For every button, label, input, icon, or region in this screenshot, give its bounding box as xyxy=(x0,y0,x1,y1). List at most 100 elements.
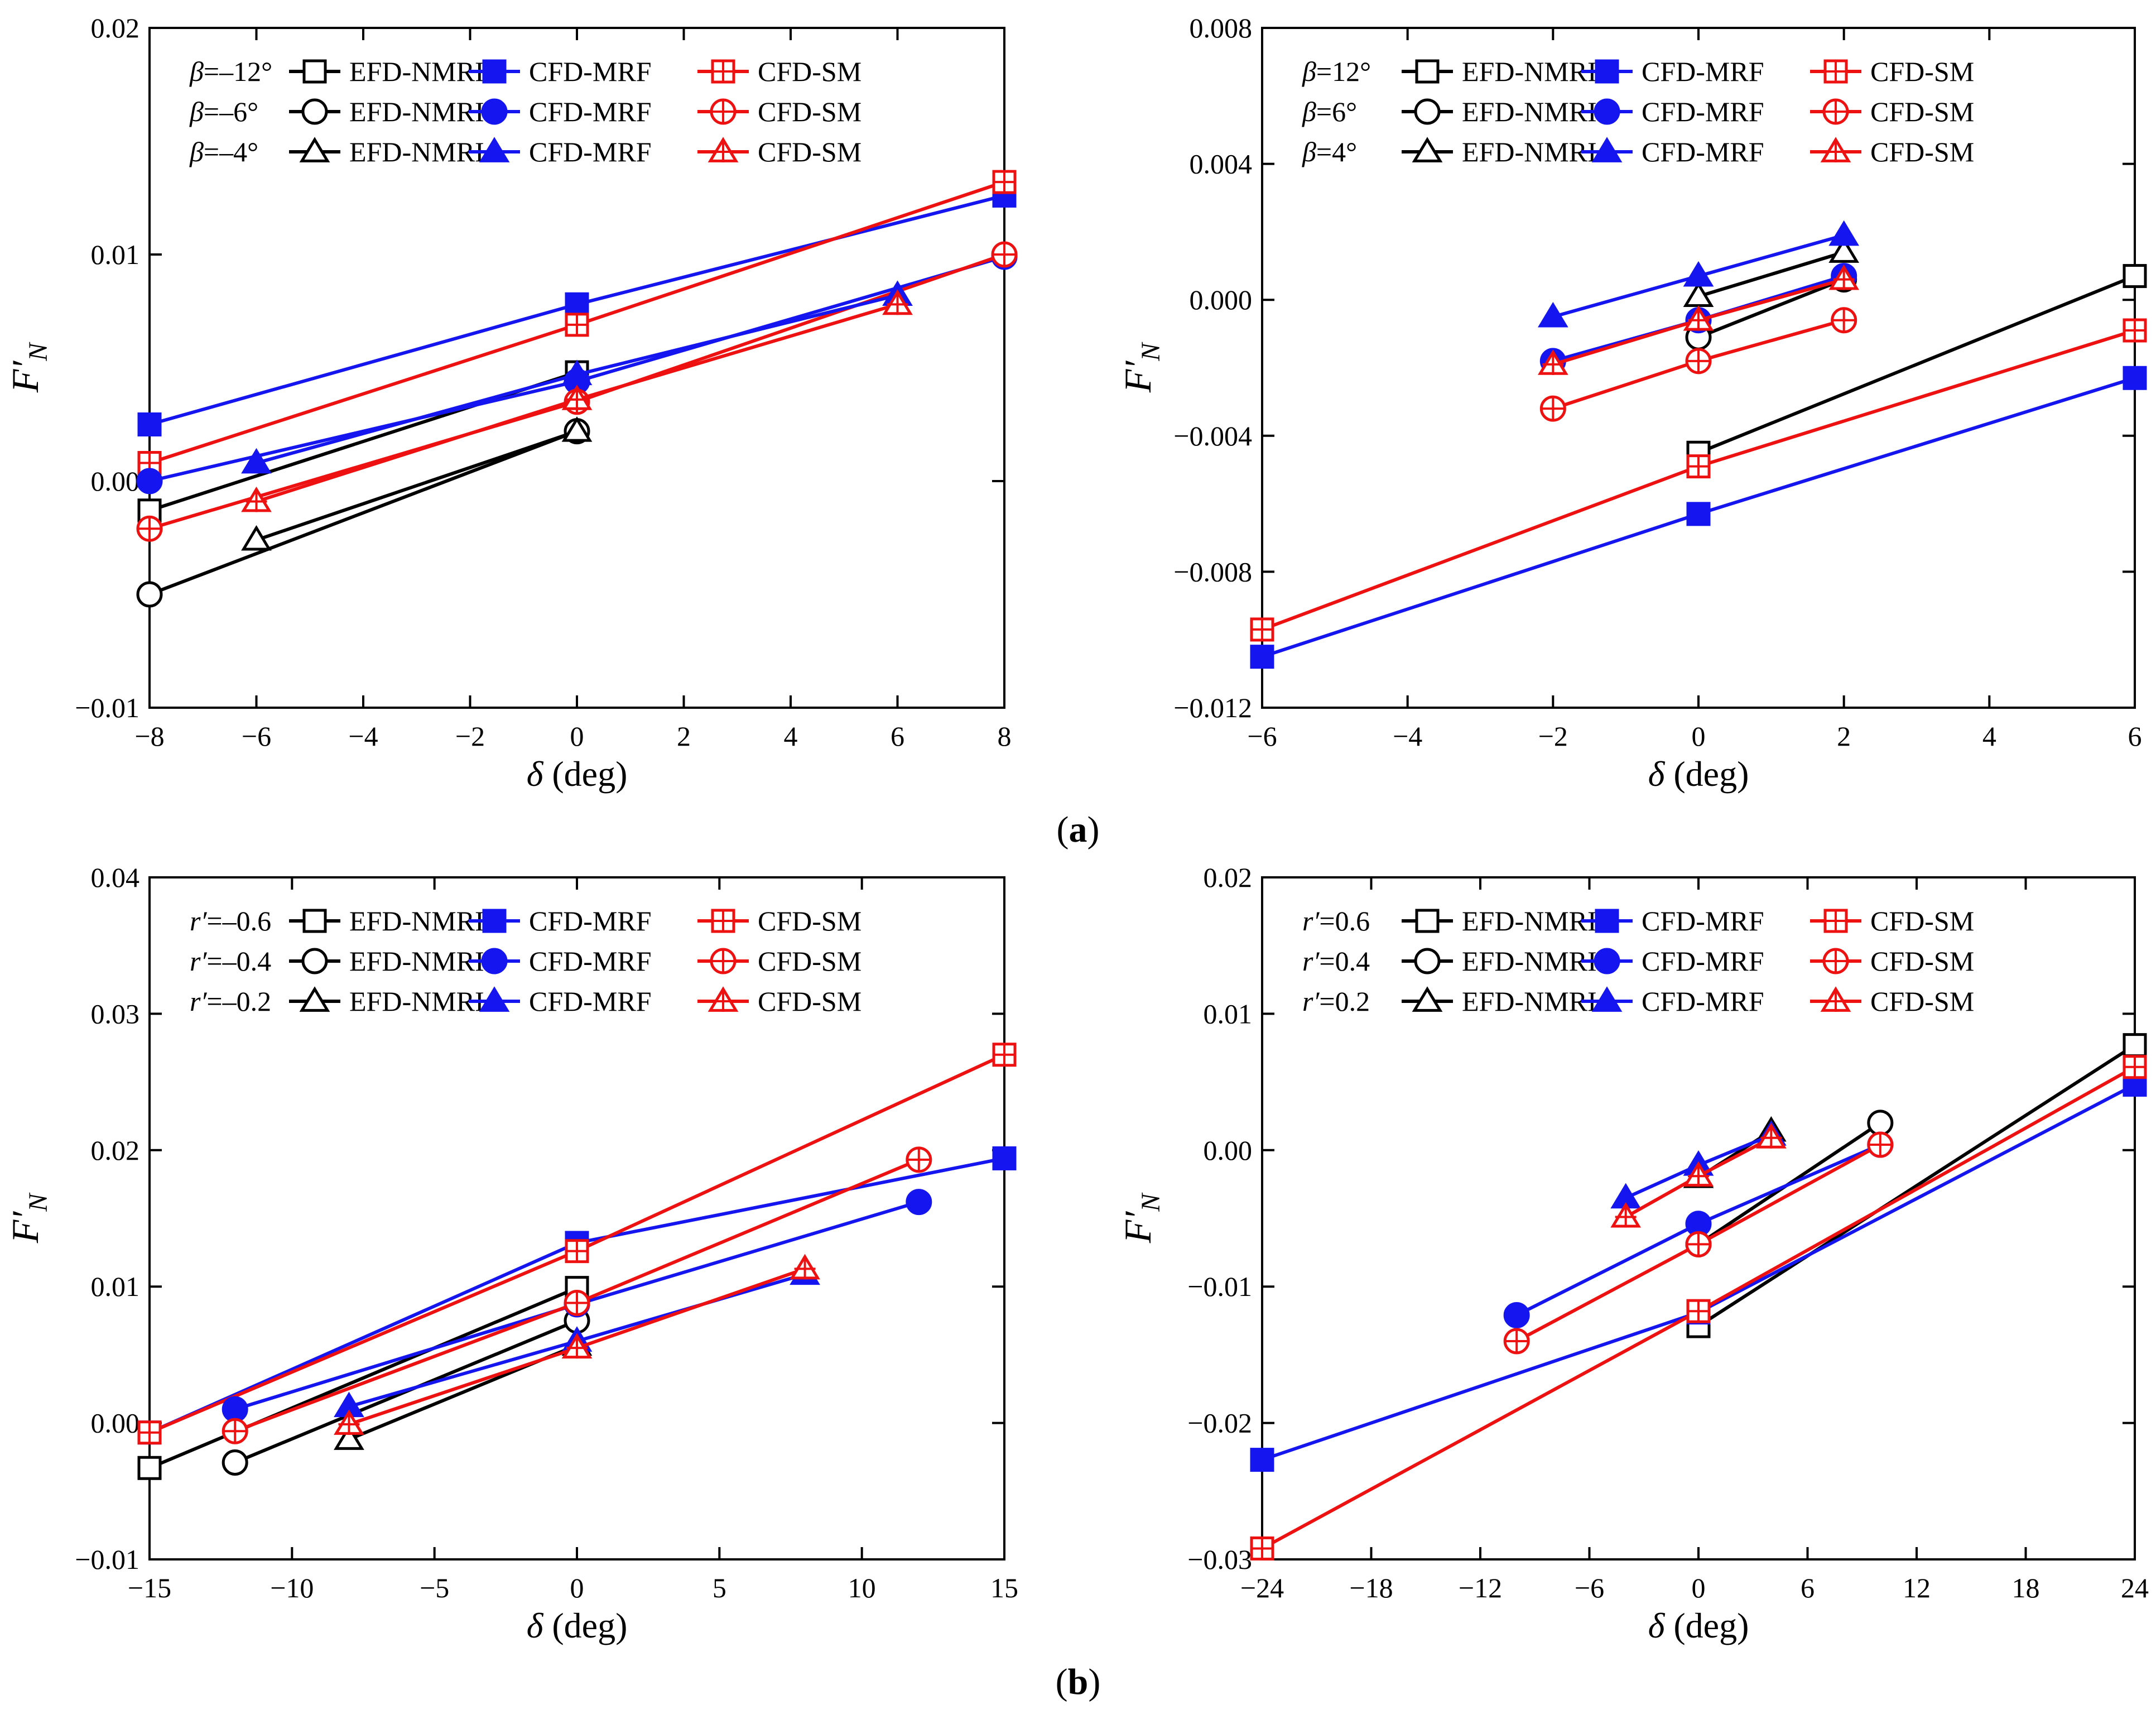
legend-marker xyxy=(481,948,508,974)
legend-param-label: r′=0.2 xyxy=(1302,986,1370,1017)
data-point xyxy=(241,525,272,551)
legend-label: CFD-SM xyxy=(758,56,862,87)
y-tick-label: 0.00 xyxy=(91,465,140,497)
x-tick-label: 0 xyxy=(1692,721,1706,752)
y-axis-label: F′N xyxy=(4,342,53,393)
legend-label: EFD-NMRI xyxy=(349,945,484,977)
x-tick-label: 5 xyxy=(713,1572,726,1603)
x-tick-label: −6 xyxy=(242,721,271,752)
legend-marker xyxy=(1595,59,1619,84)
legend-marker xyxy=(482,909,507,933)
x-tick-label: 0 xyxy=(570,721,584,752)
chart-a-left: −8 −6 −4 −2 0 2 4 6 8 −0.01 0.00 0.01 0.02 δ (deg) F′N… xyxy=(4,12,1018,794)
y-tick-label: −0.02 xyxy=(1187,1408,1252,1439)
legend-marker xyxy=(301,948,328,974)
series-line xyxy=(1698,251,1845,298)
data-point xyxy=(1537,301,1568,328)
x-tick-label: 6 xyxy=(891,721,904,752)
legend-marker xyxy=(1594,98,1620,125)
legend-marker xyxy=(302,909,327,933)
panel-label-a: (a) xyxy=(1057,809,1100,850)
y-tick-label: 0.02 xyxy=(91,12,140,44)
x-tick-label: 2 xyxy=(1837,721,1851,752)
y-tick-label: 0.004 xyxy=(1190,148,1253,180)
legend-marker xyxy=(1414,948,1441,974)
y-axis-label: F′N xyxy=(4,1192,53,1243)
x-axis-label: δ (deg) xyxy=(527,754,628,794)
data-point xyxy=(2123,366,2147,390)
chart-a-right: −6 −4 −2 0 2 4 6 −0.012 −0.008 −0.004 0.000 0.004 0.… xyxy=(1116,12,2147,794)
legend-label: CFD-SM xyxy=(1870,945,1974,977)
legend-label: EFD-NMRI xyxy=(349,136,484,167)
x-tick-label: −10 xyxy=(270,1572,314,1603)
legend-label: EFD-NMRI xyxy=(349,56,484,87)
x-tick-label: 24 xyxy=(2121,1572,2149,1603)
y-tick-label: −0.03 xyxy=(1187,1544,1252,1575)
x-tick-label: −4 xyxy=(1393,721,1422,752)
x-axis-label: δ (deg) xyxy=(527,1606,628,1645)
data-point xyxy=(2123,264,2147,289)
legend-param-label: β=4° xyxy=(1302,136,1357,167)
legend-label: CFD-MRF xyxy=(529,945,652,977)
legend-label: EFD-NMRI xyxy=(349,986,484,1017)
data-point xyxy=(565,292,589,316)
x-tick-label: 6 xyxy=(1801,1572,1815,1603)
legend-marker xyxy=(482,59,507,84)
data-point xyxy=(137,412,162,436)
series-line xyxy=(148,1286,578,1470)
y-tick-label: 0.000 xyxy=(1190,284,1253,315)
legend-marker xyxy=(1415,909,1440,933)
legend-label: CFD-SM xyxy=(758,986,862,1017)
y-tick-label: 0.01 xyxy=(1204,998,1253,1029)
legend-label: CFD-SM xyxy=(758,136,862,167)
legend-label: CFD-SM xyxy=(1870,905,1974,937)
x-tick-label: 12 xyxy=(1903,1572,1931,1603)
series-cfd-mrf-0 xyxy=(1250,366,2147,669)
y-axis-label: F′N xyxy=(1116,342,1166,393)
y-tick-label: 0.01 xyxy=(91,239,140,270)
legend-label: EFD-NMRI xyxy=(1462,56,1597,87)
legend-label: CFD-MRF xyxy=(1642,96,1764,127)
legend-label: CFD-MRF xyxy=(1642,986,1764,1017)
data-point xyxy=(1686,502,1711,526)
series-line xyxy=(1697,274,2136,455)
x-tick-label: 18 xyxy=(2012,1572,2040,1603)
y-tick-label: −0.01 xyxy=(75,1544,139,1575)
legend-param-label: β=–12° xyxy=(189,56,272,87)
y-tick-label: −0.01 xyxy=(75,692,139,723)
series-cfd-sm-1 xyxy=(1503,1131,1894,1355)
legend-param-label: β=–4° xyxy=(189,136,258,167)
legend-param-label: β=6° xyxy=(1302,96,1357,127)
legend-label: CFD-MRF xyxy=(529,905,652,937)
data-point xyxy=(2123,1033,2147,1058)
legend-marker xyxy=(1415,59,1440,84)
legend-label: CFD-SM xyxy=(1870,136,1974,167)
data-point xyxy=(1828,220,1860,246)
x-tick-label: −18 xyxy=(1349,1572,1393,1603)
data-point xyxy=(136,468,163,494)
series-line xyxy=(1697,1044,2136,1328)
x-tick-label: −4 xyxy=(348,721,378,752)
y-tick-label: 0.02 xyxy=(1204,862,1253,893)
x-tick-label: 0 xyxy=(1692,1572,1706,1603)
legend-label: CFD-SM xyxy=(758,96,862,127)
series-line xyxy=(1697,277,1845,339)
legend-label: CFD-SM xyxy=(1870,56,1974,87)
chart-b-left: −15 −10 −5 0 5 10 15 −0.01 0.00 0.01 0.02 0.03 0.04 δ… xyxy=(4,862,1018,1645)
legend-marker xyxy=(1412,986,1443,1012)
series-cfd-sm-0 xyxy=(137,170,1017,476)
legend-marker xyxy=(481,98,508,125)
series-line xyxy=(256,429,578,542)
y-tick-label: 0.03 xyxy=(91,998,140,1029)
series-line xyxy=(148,429,578,596)
series-cfd-sm-0 xyxy=(137,1043,1017,1445)
data-point xyxy=(1828,237,1860,263)
data-point xyxy=(222,1396,248,1423)
legend-marker xyxy=(1591,986,1623,1012)
legend: r′=–0.6 EFD-NMRI CFD-MRF CFD-SM r′=–0.4 EFD-N… xyxy=(190,905,862,1017)
series-cfd-mrf-2 xyxy=(1537,220,1860,328)
x-tick-label: −2 xyxy=(1538,721,1568,752)
data-point xyxy=(136,581,163,608)
legend-label: CFD-SM xyxy=(1870,986,1974,1017)
legend-param-label: r′=–0.2 xyxy=(190,986,271,1017)
